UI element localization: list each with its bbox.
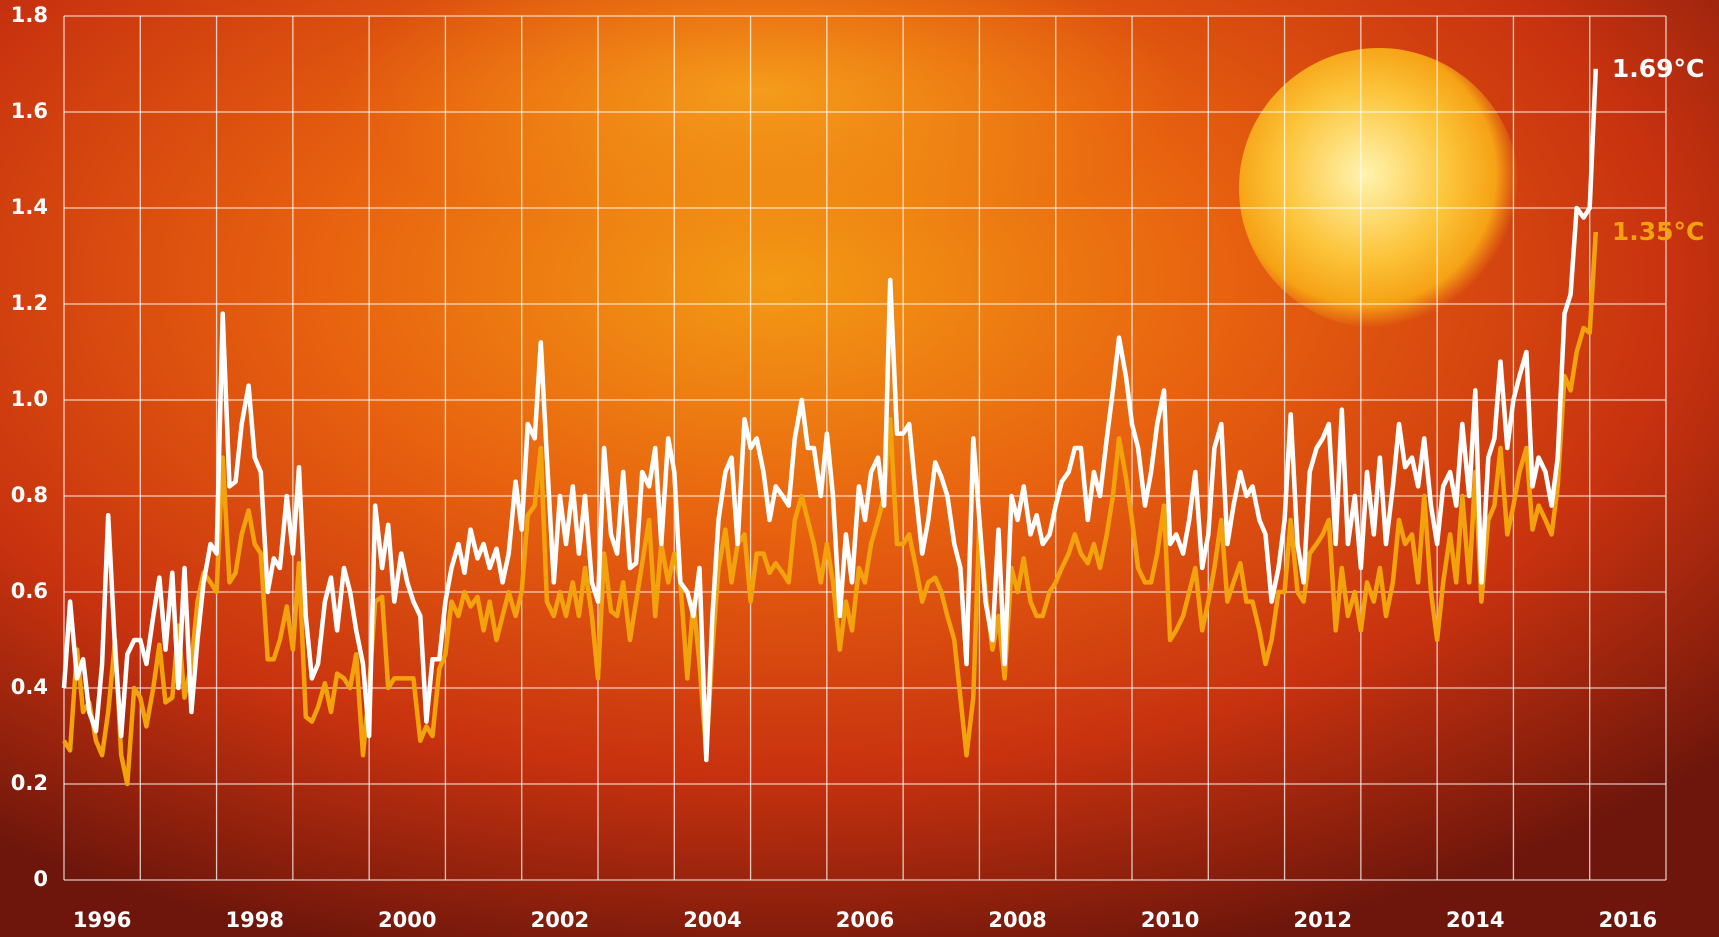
y-tick-label: 0.6	[11, 579, 48, 603]
y-tick-label: 0.2	[11, 771, 48, 795]
sun	[1239, 48, 1519, 328]
series-line	[62, 231, 1599, 787]
y-tick-label: 0.8	[11, 483, 48, 507]
x-tick-label: 2012	[1293, 908, 1351, 932]
y-tick-label: 1.6	[11, 99, 48, 123]
x-tick-label: 2016	[1599, 908, 1657, 932]
y-tick-label: 1.8	[11, 3, 48, 27]
y-tick-label: 0	[33, 867, 48, 891]
x-tick-label: 2014	[1446, 908, 1504, 932]
glow	[340, 0, 1180, 240]
x-tick-label: 2010	[1141, 908, 1199, 932]
x-tick-label: 2006	[836, 908, 894, 932]
end-label: 1.69°C	[1612, 54, 1705, 83]
y-tick-label: 1.0	[11, 387, 48, 411]
x-tick-label: 2008	[988, 908, 1046, 932]
x-tick-label: 1998	[225, 908, 283, 932]
series-line	[61, 68, 1599, 763]
y-tick-label: 1.4	[11, 195, 48, 219]
x-tick-label: 2000	[378, 908, 436, 932]
end-label: 1.35°C	[1612, 217, 1705, 246]
y-tick-label: 0.4	[11, 675, 48, 699]
x-tick-label: 2004	[683, 908, 741, 932]
y-tick-label: 1.2	[11, 291, 48, 315]
x-tick-label: 1996	[73, 908, 131, 932]
x-tick-label: 2002	[531, 908, 589, 932]
